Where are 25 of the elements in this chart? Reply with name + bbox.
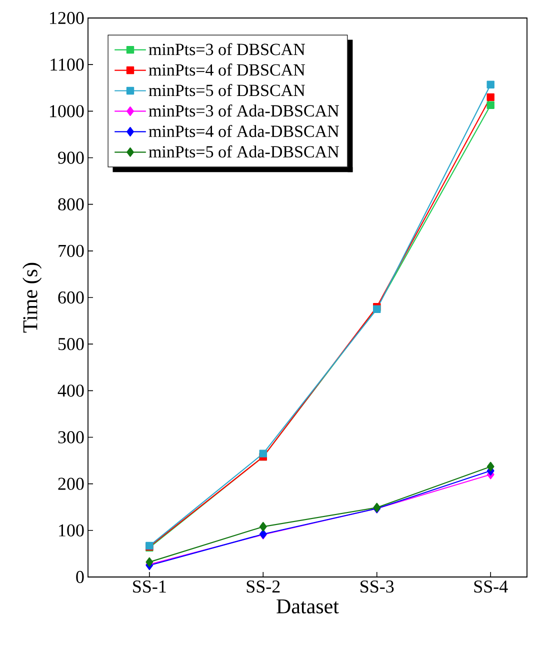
legend-label: minPts=5 of Ada-DBSCAN bbox=[148, 145, 339, 158]
legend-label: minPts=4 of DBSCAN bbox=[148, 64, 305, 76]
y-tick-label: 900 bbox=[58, 152, 84, 164]
y-tick-label: 400 bbox=[58, 384, 84, 397]
y-tick-label: 0 bbox=[76, 570, 84, 584]
y-tick-label: 300 bbox=[58, 431, 84, 444]
y-tick-label: 700 bbox=[58, 244, 84, 257]
x-tick-label: SS-1 bbox=[133, 580, 166, 593]
y-tick-label: 100 bbox=[59, 524, 84, 536]
legend-label: minPts=3 of Ada-DBSCAN bbox=[148, 104, 339, 117]
y-tick-label: 200 bbox=[58, 478, 84, 490]
x-tick-label: SS-4 bbox=[474, 580, 508, 593]
x-axis-title: Dataset bbox=[276, 599, 339, 614]
legend-label: minPts=3 of DBSCAN bbox=[148, 43, 305, 56]
y-tick-label: 800 bbox=[58, 198, 84, 210]
y-axis-title: Time (s) bbox=[22, 262, 42, 333]
legend-label: minPts=5 of DBSCAN bbox=[148, 84, 305, 96]
x-tick-label: SS-2 bbox=[246, 580, 280, 593]
y-tick-label: 1100 bbox=[50, 58, 84, 71]
y-tick-label: 500 bbox=[58, 338, 84, 350]
y-tick-label: 1000 bbox=[50, 105, 84, 118]
y-tick-label: 600 bbox=[58, 291, 84, 304]
x-tick-label: SS-3 bbox=[360, 580, 394, 593]
y-tick-label: 1200 bbox=[50, 12, 84, 24]
legend-label: minPts=4 of Ada-DBSCAN bbox=[148, 124, 339, 138]
